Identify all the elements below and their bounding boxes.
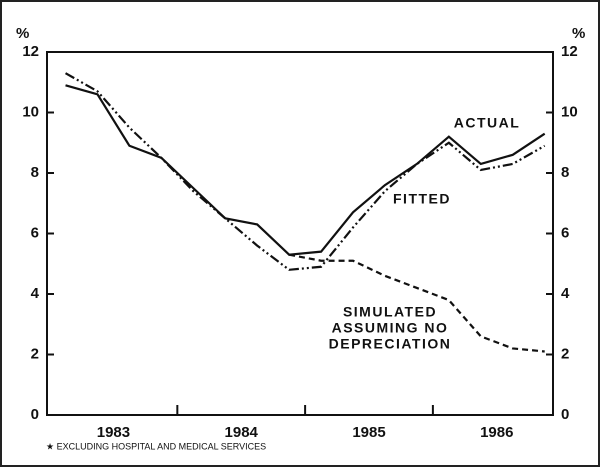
- x-tick-label: 1985: [352, 424, 385, 441]
- y2-tick-label: 4: [561, 285, 570, 302]
- series-line: [64, 72, 546, 271]
- series-line: [65, 84, 546, 256]
- x-tick-label: 1983: [97, 424, 130, 441]
- series-label: SIMULATED: [343, 304, 437, 320]
- series-line: [288, 253, 545, 353]
- y-tick-label: 4: [31, 285, 40, 302]
- y2-tick-label: 10: [561, 103, 578, 120]
- plot-area: [46, 51, 554, 416]
- series-label: ACTUAL: [454, 115, 521, 131]
- y-unit: %: [16, 25, 29, 42]
- series-label: FITTED: [393, 191, 451, 207]
- y-tick-label: 0: [31, 406, 39, 423]
- footnote: ★ EXCLUDING HOSPITAL AND MEDICAL SERVICE…: [46, 441, 266, 451]
- y-tick-label: 8: [31, 164, 39, 181]
- y2-tick-label: 12: [561, 43, 578, 60]
- y2-tick-label: 2: [561, 345, 569, 362]
- y2-unit: %: [572, 25, 585, 42]
- y-tick-label: 6: [31, 224, 39, 241]
- y-tick-label: 2: [31, 345, 39, 362]
- y2-tick-label: 8: [561, 164, 569, 181]
- y-tick-label: 12: [22, 43, 39, 60]
- y2-tick-label: 0: [561, 406, 569, 423]
- series-label: ASSUMING NO: [332, 320, 449, 336]
- y-tick-label: 10: [22, 103, 39, 120]
- x-tick-label: 1984: [225, 424, 259, 441]
- series-label: DEPRECIATION: [329, 336, 452, 352]
- x-tick-label: 1986: [480, 424, 513, 441]
- y2-tick-label: 6: [561, 224, 569, 241]
